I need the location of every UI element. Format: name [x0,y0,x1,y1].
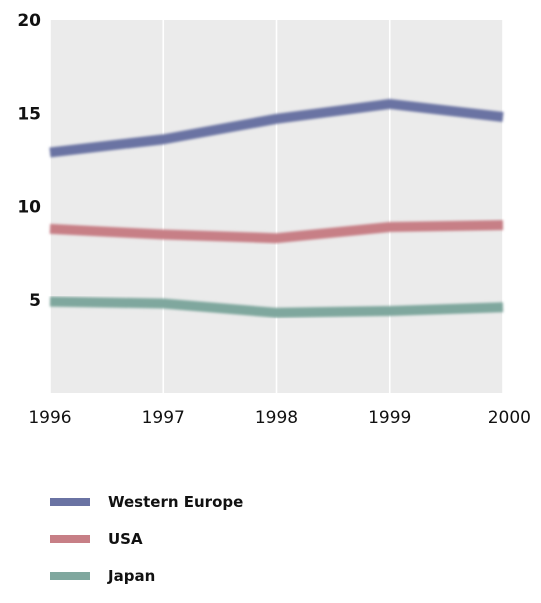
legend: Western Europe USA Japan [50,492,243,603]
x-axis-tick-labels: 1996 1997 1998 1999 2000 [28,408,531,428]
legend-label-western-europe: Western Europe [108,493,244,511]
series-line-japan [49,296,504,318]
y-tick-label-20: 20 [17,11,41,31]
y-tick-label-15: 15 [17,104,41,124]
x-tick-label-2000: 2000 [488,408,531,428]
legend-item-japan: Japan [50,566,243,586]
legend-item-western-europe: Western Europe [50,492,243,512]
y-tick-label-5: 5 [29,291,41,311]
y-tick-label-10: 10 [17,198,41,218]
series-lines [49,98,504,318]
x-tick-label-1996: 1996 [28,408,71,428]
x-tick-label-1999: 1999 [368,408,411,428]
legend-label-japan: Japan [108,567,156,585]
legend-item-usa: USA [50,529,243,549]
x-tick-label-1998: 1998 [255,408,298,428]
line-chart: 5 10 15 20 1996 1997 1998 1999 2000 [17,11,531,428]
y-axis-tick-labels: 5 10 15 20 [17,11,41,311]
gridlines [49,20,504,393]
series-line-western-europe [49,98,504,158]
legend-swatch-western-europe [50,498,90,506]
legend-swatch-japan [50,572,90,580]
legend-swatch-usa [50,535,90,543]
x-tick-label-1997: 1997 [142,408,185,428]
legend-label-usa: USA [108,530,143,548]
series-line-usa [49,220,504,244]
